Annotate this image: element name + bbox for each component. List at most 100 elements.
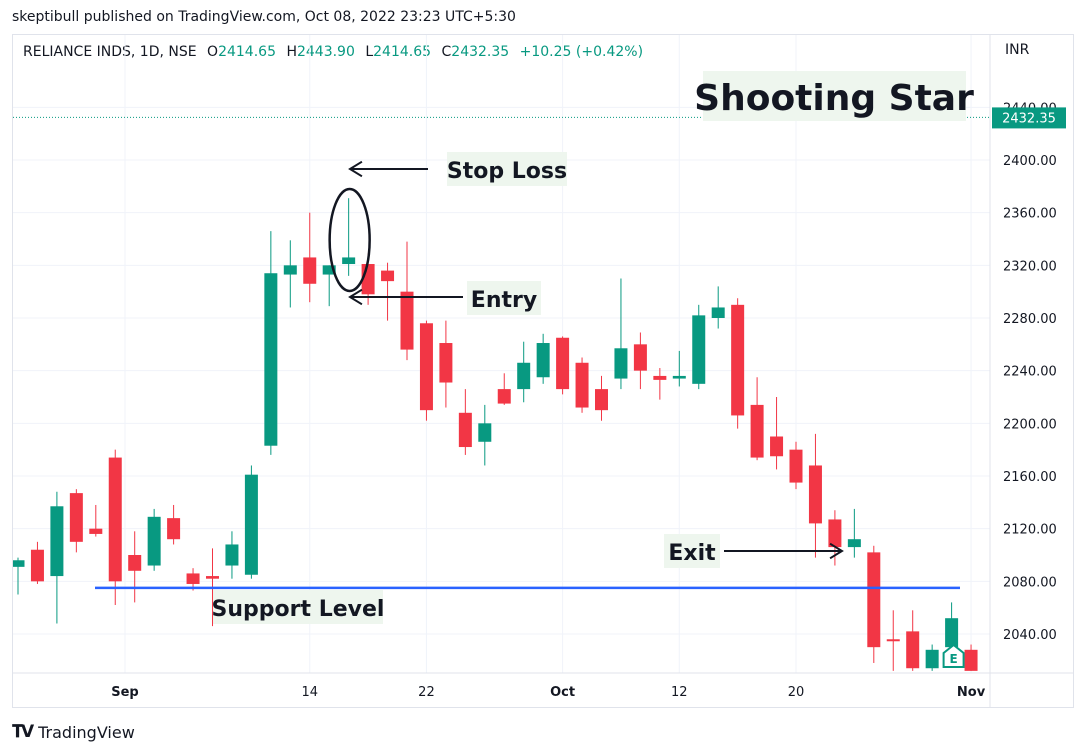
earnings-marker-icon: E xyxy=(942,643,965,668)
y-tick-label: 2360.00 xyxy=(1003,207,1057,222)
candle xyxy=(478,404,492,466)
shooting-star-highlight xyxy=(328,187,371,293)
candle xyxy=(867,545,881,663)
candle xyxy=(614,278,628,390)
candle-body xyxy=(322,265,336,275)
candle xyxy=(536,333,550,384)
candle-body xyxy=(595,389,608,411)
candle-body xyxy=(789,449,803,483)
last-price-value: 2432.35 xyxy=(1002,111,1056,126)
open-label: O xyxy=(207,44,219,60)
candle xyxy=(264,231,278,455)
candle xyxy=(381,262,395,321)
candle xyxy=(439,320,453,408)
candle-body xyxy=(575,362,589,408)
candle xyxy=(847,508,861,558)
candle xyxy=(731,298,745,429)
candle-body xyxy=(770,436,784,457)
entry-arrow-head xyxy=(348,288,363,306)
candle-body xyxy=(906,631,920,669)
earnings-marker-label: E xyxy=(949,652,957,666)
candle-body xyxy=(925,649,939,669)
candle-body xyxy=(400,291,414,350)
candle xyxy=(322,265,336,307)
tradingview-logo-icon: 𝐓V xyxy=(12,722,34,742)
x-tick-label: Oct xyxy=(550,685,575,700)
chart-title: Shooting Star xyxy=(694,78,974,119)
x-tick-label: 14 xyxy=(301,685,318,700)
candle-body xyxy=(711,307,725,318)
candle-body xyxy=(945,618,959,648)
stop-loss-label-background xyxy=(447,152,567,186)
support-label: Support Level xyxy=(212,597,385,622)
close-label: C xyxy=(441,44,452,60)
entry-label: Entry xyxy=(471,288,537,313)
candle-body xyxy=(167,518,181,540)
candle-body xyxy=(13,560,25,567)
y-axis-labels: 2040.00 2080.00 2120.00 2160.00 2200.00 2240.… xyxy=(1003,101,1057,643)
candle-body xyxy=(517,362,531,390)
candle-body xyxy=(478,423,492,442)
symbol-name: RELIANCE INDS, 1D, NSE xyxy=(23,44,197,60)
high-value: 2443.90 xyxy=(296,44,355,60)
candle-body xyxy=(186,573,200,584)
candle xyxy=(672,350,686,387)
candle xyxy=(147,508,161,571)
candle xyxy=(906,610,920,671)
high-label: H xyxy=(286,44,297,60)
candle xyxy=(400,241,414,361)
support-label-background xyxy=(213,590,383,624)
low-value: 2414.65 xyxy=(373,44,432,60)
entry-arrow xyxy=(348,288,463,306)
candle-body xyxy=(808,465,822,524)
candle-body xyxy=(536,343,550,378)
candle-body xyxy=(419,323,433,411)
candle-body xyxy=(244,474,258,575)
candle-body xyxy=(30,549,44,582)
exit-arrow-head xyxy=(829,542,844,560)
publisher-line: skeptibull published on TradingView.com,… xyxy=(12,9,516,25)
candle-body xyxy=(458,412,472,448)
candle xyxy=(167,504,181,545)
candle-body xyxy=(847,539,861,548)
candle xyxy=(556,336,570,395)
candle xyxy=(244,465,258,579)
chart-frame xyxy=(12,34,1074,708)
candle xyxy=(13,557,25,595)
tradingview-logo: 𝐓V TradingView xyxy=(12,722,135,742)
x-tick-label: Sep xyxy=(111,685,139,700)
candle-body xyxy=(672,375,686,379)
candle xyxy=(575,357,589,413)
entry-label-background xyxy=(467,281,541,315)
candle xyxy=(692,304,706,390)
y-tick-label: 2280.00 xyxy=(1003,312,1057,327)
candle xyxy=(497,373,511,405)
candle-body xyxy=(89,528,103,534)
candle-body xyxy=(147,516,161,566)
candle-body xyxy=(692,315,706,384)
symbol-header: RELIANCE INDS, 1D, NSE O 2414.65 H2443.90… xyxy=(23,44,643,60)
candle-body xyxy=(225,544,239,566)
candle-body xyxy=(108,457,122,582)
y-tick-label: 2120.00 xyxy=(1003,523,1057,538)
x-tick-label: 22 xyxy=(418,685,435,700)
candle-body xyxy=(731,304,745,416)
exit-label: Exit xyxy=(668,541,716,566)
candle xyxy=(69,489,83,553)
stop-loss-label: Stop Loss xyxy=(447,159,567,184)
candle-body xyxy=(50,506,64,577)
candle xyxy=(303,212,317,303)
candle-body xyxy=(69,493,83,542)
candle xyxy=(711,286,725,329)
title-background xyxy=(703,71,966,121)
candle xyxy=(283,240,297,308)
y-tick-label: 2400.00 xyxy=(1003,154,1057,169)
currency-label: INR xyxy=(1005,42,1030,58)
candle xyxy=(128,531,142,603)
candle xyxy=(789,441,803,490)
exit-arrow xyxy=(724,542,844,560)
candle xyxy=(964,644,978,671)
candle xyxy=(750,377,764,461)
y-tick-label: 2200.00 xyxy=(1003,417,1057,432)
